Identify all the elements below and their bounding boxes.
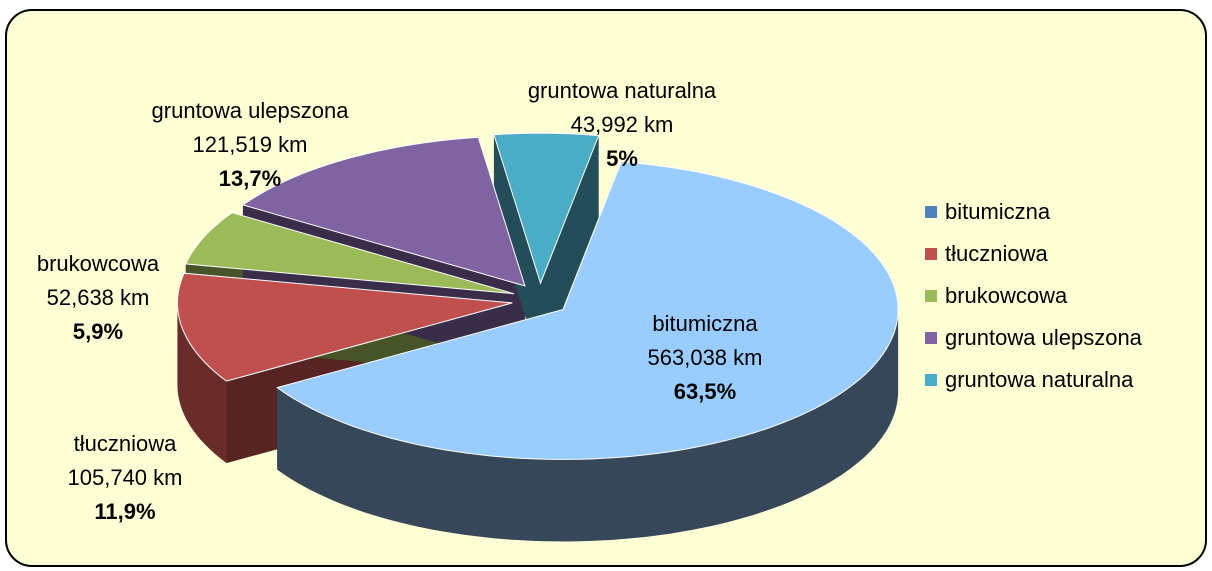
label-length: 563,038 km [648, 345, 763, 370]
label-percent: 13,7% [219, 166, 281, 191]
data-labels: bitumiczna 563,038 km 63,5% tłuczniowa 105,7… [37, 78, 763, 524]
label-category: gruntowa naturalna [528, 78, 717, 103]
legend-label: tłuczniowa [945, 241, 1048, 266]
label-percent: 63,5% [674, 379, 736, 404]
legend-swatch [925, 248, 937, 260]
label-category: brukowcowa [37, 251, 160, 276]
legend-label: gruntowa naturalna [945, 367, 1134, 392]
slice [184, 212, 515, 295]
legend-label: bitumiczna [945, 199, 1051, 224]
legend-swatch [925, 332, 937, 344]
legend-label: brukowcowa [945, 283, 1068, 308]
slice-side [277, 309, 899, 542]
legend-swatch [925, 374, 937, 386]
label-length: 121,519 km [193, 132, 308, 157]
label-category: gruntowa ulepszona [152, 98, 350, 123]
label-category: tłuczniowa [74, 431, 177, 456]
slice [241, 136, 526, 287]
legend-swatch [925, 290, 937, 302]
slice-edge [540, 135, 599, 366]
pie-tops [176, 132, 899, 460]
slice [276, 161, 899, 460]
slice-edge [493, 134, 541, 366]
slice [493, 132, 600, 285]
legend-swatch [925, 206, 937, 218]
slice [176, 272, 513, 382]
legend-label: gruntowa ulepszona [945, 325, 1143, 350]
label-category: bitumiczna [652, 311, 758, 336]
label-length: 43,992 km [571, 112, 674, 137]
label-length: 105,740 km [68, 465, 183, 490]
legend: bitumiczna tłuczniowa brukowcowa gruntowa u… [925, 199, 1143, 392]
label-length: 52,638 km [47, 285, 150, 310]
label-percent: 11,9% [94, 499, 155, 524]
label-percent: 5,9% [73, 319, 123, 344]
slice-side [177, 302, 227, 464]
label-percent: 5% [606, 146, 638, 171]
